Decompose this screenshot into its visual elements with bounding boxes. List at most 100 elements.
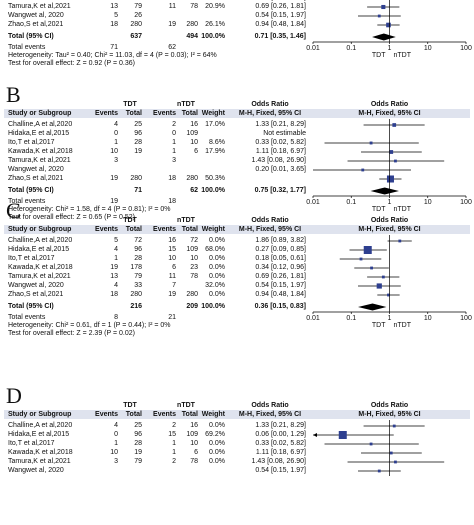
x-tick-label: 0.01 bbox=[306, 45, 320, 52]
pooled-or-ci: 0.75 [0.32, 1.77] bbox=[254, 187, 306, 194]
events-group2: 15 bbox=[168, 431, 176, 438]
panel-letter: B bbox=[6, 82, 21, 107]
events-group2: 1 bbox=[172, 148, 176, 155]
point-estimate-square bbox=[369, 442, 373, 446]
study-name: Tamura,K et al,2021 bbox=[8, 3, 71, 10]
pooled-diamond bbox=[370, 187, 399, 195]
events-group2: 16 bbox=[168, 237, 176, 244]
x-tick-label: 0.01 bbox=[306, 199, 320, 206]
events-group1: 3 bbox=[114, 458, 118, 465]
total1-col-header: Total bbox=[125, 226, 142, 233]
study-name: Kawada,K et al,2018 bbox=[8, 449, 73, 456]
column-header-band bbox=[4, 109, 470, 118]
group1-header: TDT bbox=[123, 217, 137, 224]
odds-ratio-ci: 0.20 [0.01, 3.65] bbox=[255, 166, 306, 173]
x-tick-label: 10 bbox=[423, 199, 432, 206]
x-tick-label: 10 bbox=[423, 45, 432, 52]
events-group2: 7 bbox=[172, 282, 176, 289]
total-group1: 26 bbox=[134, 12, 142, 19]
favours-left-label: TDT bbox=[371, 322, 386, 329]
study-name: Ito,T et al,2017 bbox=[8, 139, 55, 146]
favours-right-label: nTDT bbox=[393, 322, 412, 329]
odds-ratio-ci: 0.33 [0.02, 5.82] bbox=[255, 139, 306, 146]
plot-method-header: M-H, Fixed, 95% CI bbox=[358, 411, 421, 418]
point-estimate-square bbox=[359, 257, 363, 261]
forest-plot-svg bbox=[313, 420, 445, 476]
x-tick-label: 0.1 bbox=[346, 315, 357, 322]
weight-value: 8.6% bbox=[209, 139, 225, 146]
events-group1: 19 bbox=[110, 175, 118, 182]
total-group2: 78 bbox=[190, 458, 198, 465]
total-events-label: Total events bbox=[8, 198, 46, 205]
odds-ratio-ci: 1.11 [0.18, 6.97] bbox=[255, 449, 306, 456]
total-group2: 10 bbox=[190, 139, 198, 146]
total-group1: 79 bbox=[134, 273, 142, 280]
events2-col-header: Events bbox=[153, 226, 176, 233]
weight-value: 0.0% bbox=[209, 273, 225, 280]
study-name: Hidaka,E et al,2015 bbox=[8, 246, 70, 253]
events-group2: 2 bbox=[172, 458, 176, 465]
point-estimate-square bbox=[377, 14, 381, 18]
total-group2: 10 bbox=[190, 440, 198, 447]
events-group2: 15 bbox=[168, 246, 176, 253]
study-name: Tamura,K et al,2021 bbox=[8, 458, 71, 465]
events-group2: 1 bbox=[172, 440, 176, 447]
study-name: Kawada,K et al,2018 bbox=[8, 0, 73, 2]
overall-effect-test: Test for overall effect: Z = 0.65 (P = 0… bbox=[8, 214, 135, 221]
weight-value: 17.0% bbox=[205, 121, 225, 128]
study-name: Zhao,S et al,2021 bbox=[8, 175, 64, 182]
odds-ratio-ci: 1.33 [0.21, 8.29] bbox=[255, 422, 306, 429]
pooled-or-ci: 0.71 [0.35, 1.46] bbox=[254, 33, 306, 40]
point-estimate-square bbox=[376, 283, 382, 289]
favours-right-label: nTDT bbox=[393, 206, 412, 213]
x-tick-label: 10 bbox=[423, 315, 432, 322]
total-events-label: Total events bbox=[8, 44, 46, 51]
events-group1: 10 bbox=[110, 148, 118, 155]
odds-ratio-ci: 0.69 [0.26, 1.81] bbox=[255, 273, 306, 280]
total-weight: 100.0% bbox=[201, 187, 225, 194]
events-group2: 18 bbox=[168, 175, 176, 182]
events-group1: 10 bbox=[110, 449, 118, 456]
total-group1: 28 bbox=[134, 255, 142, 262]
total-group2: 16 bbox=[190, 422, 198, 429]
total-n-group2: 209 bbox=[186, 303, 198, 310]
point-estimate-square bbox=[398, 239, 402, 243]
plot-method-header: M-H, Fixed, 95% CI bbox=[358, 110, 421, 117]
odds-ratio-ci: 0.33 [0.02, 5.82] bbox=[255, 440, 306, 447]
or-method-header: M-H, Fixed, 95% CI bbox=[238, 411, 302, 418]
column-header-band bbox=[4, 410, 470, 419]
weight-value: 17.9% bbox=[205, 148, 225, 155]
events-group2: 2 bbox=[172, 422, 176, 429]
study-name: Zhao,S et al,2021 bbox=[8, 291, 64, 298]
study-name: Wangwet al, 2020 bbox=[8, 282, 64, 289]
events-group2: 19 bbox=[168, 21, 176, 28]
x-tick-label: 100 bbox=[460, 199, 472, 206]
panel-letter: D bbox=[6, 383, 22, 408]
point-estimate-square bbox=[386, 175, 394, 183]
events-group1: 1 bbox=[114, 440, 118, 447]
x-tick-label: 0.01 bbox=[306, 315, 320, 322]
group1-header: TDT bbox=[123, 402, 137, 409]
total-group1: 280 bbox=[130, 291, 142, 298]
or-title: Odds Ratio bbox=[251, 101, 289, 108]
total-group1: 280 bbox=[130, 175, 142, 182]
weight-value: 0.0% bbox=[209, 458, 225, 465]
total-group1: 79 bbox=[134, 458, 142, 465]
total-n-group2: 62 bbox=[190, 187, 198, 194]
weight-value: 0.0% bbox=[209, 422, 225, 429]
weight-value: 0.0% bbox=[209, 291, 225, 298]
events-group2: 2 bbox=[172, 121, 176, 128]
events-group1: 5 bbox=[114, 237, 118, 244]
group2-header: nTDT bbox=[177, 217, 195, 224]
weight-value: 0.0% bbox=[209, 449, 225, 456]
total-group2: 23 bbox=[178, 0, 198, 2]
events-group1: 18 bbox=[110, 21, 118, 28]
odds-ratio-ci: 1.43 [0.08, 26.90] bbox=[251, 458, 307, 465]
total-group1: 72 bbox=[134, 237, 142, 244]
events-group1: 4 bbox=[114, 246, 118, 253]
odds-ratio-ci: 0.27 [0.09, 0.85] bbox=[255, 246, 306, 253]
events-group2: 19 bbox=[168, 291, 176, 298]
point-estimate-square bbox=[387, 293, 390, 297]
study-name: Ito,T et al,2017 bbox=[8, 255, 55, 262]
ci-arrow bbox=[313, 433, 317, 437]
